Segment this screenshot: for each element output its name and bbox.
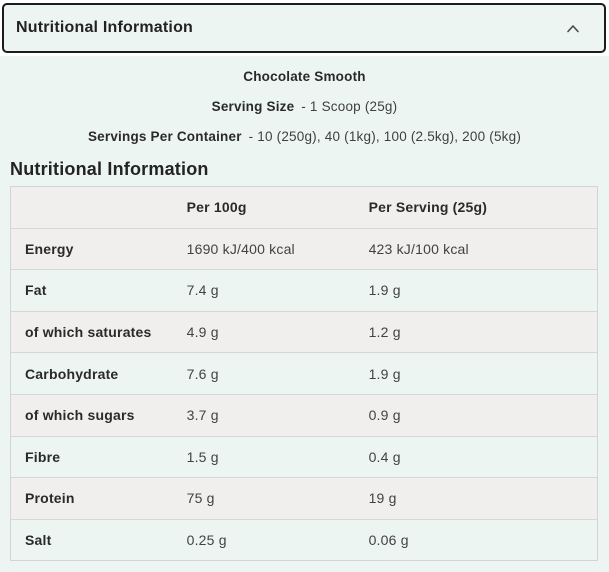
row-label: Salt [25, 532, 52, 549]
accordion-title: Nutritional Information [16, 19, 194, 36]
serving-size-label: Serving Size [211, 99, 295, 114]
table-row-salt: Salt 0.25 g 0.06 g [10, 519, 598, 561]
serving-size-value: - 1 Scoop (25g) [301, 99, 398, 114]
table-header-row: Per 100g Per Serving (25g) [10, 186, 598, 229]
per-serving-value: 0.06 g [368, 532, 409, 549]
nutrition-table: Per 100g Per Serving (25g) Energy 1690 k… [10, 186, 598, 562]
per-100g-value: 7.4 g [186, 282, 219, 299]
chevron-up-icon [566, 24, 580, 33]
per-100g-value: 1.5 g [186, 448, 219, 465]
per-serving-value: 19 g [368, 490, 397, 507]
servings-per-container-label: Servings Per Container [87, 129, 242, 144]
table-row-energy: Energy 1690 kJ/400 kcal 423 kJ/100 kcal [10, 228, 598, 270]
row-label: Carbohydrate [25, 365, 119, 382]
table-row-carbohydrate: Carbohydrate 7.6 g 1.9 g [10, 352, 598, 395]
per-serving-value: 1.9 g [368, 365, 401, 382]
table-row-fibre: Fibre 1.5 g 0.4 g [10, 436, 598, 478]
table-section-heading: Nutritional Information [10, 159, 209, 179]
column-header-empty [11, 187, 187, 229]
row-label: Protein [25, 490, 75, 507]
accordion-body: Chocolate Smooth Serving Size - 1 Scoop … [0, 56, 609, 572]
serving-size-line: Serving Size - 1 Scoop (25g) [0, 97, 609, 116]
per-100g-value: 75 g [186, 490, 215, 507]
nutritional-information-accordion-header[interactable]: Nutritional Information [2, 3, 606, 53]
row-label: of which sugars [25, 407, 135, 424]
per-serving-value: 423 kJ/100 kcal [368, 240, 469, 257]
per-serving-value: 1.2 g [368, 324, 401, 341]
row-label: Fibre [25, 448, 61, 465]
product-flavour: Chocolate Smooth [243, 69, 366, 84]
per-serving-value: 1.9 g [368, 282, 401, 299]
table-row-saturates: of which saturates 4.9 g 1.2 g [10, 311, 598, 353]
table-row-fat: Fat 7.4 g 1.9 g [10, 269, 598, 312]
column-header-per-serving: Per Serving (25g) [368, 199, 488, 216]
table-row-sugars: of which sugars 3.7 g 0.9 g [10, 394, 598, 437]
per-serving-value: 0.9 g [368, 407, 401, 424]
per-100g-value: 0.25 g [186, 532, 227, 549]
table-row-protein: Protein 75 g 19 g [10, 477, 598, 520]
row-label: of which saturates [25, 324, 152, 341]
per-100g-value: 7.6 g [186, 365, 219, 382]
per-100g-value: 4.9 g [186, 324, 219, 341]
per-100g-value: 1690 kJ/400 kcal [186, 240, 295, 257]
row-label: Fat [25, 282, 47, 299]
per-100g-value: 3.7 g [186, 407, 219, 424]
column-header-per-100g: Per 100g [186, 199, 247, 216]
servings-per-container-value: - 10 (250g), 40 (1kg), 100 (2.5kg), 200 … [248, 129, 522, 144]
row-label: Energy [25, 240, 74, 257]
servings-per-container-line: Servings Per Container - 10 (250g), 40 (… [0, 127, 609, 146]
per-serving-value: 0.4 g [368, 448, 401, 465]
